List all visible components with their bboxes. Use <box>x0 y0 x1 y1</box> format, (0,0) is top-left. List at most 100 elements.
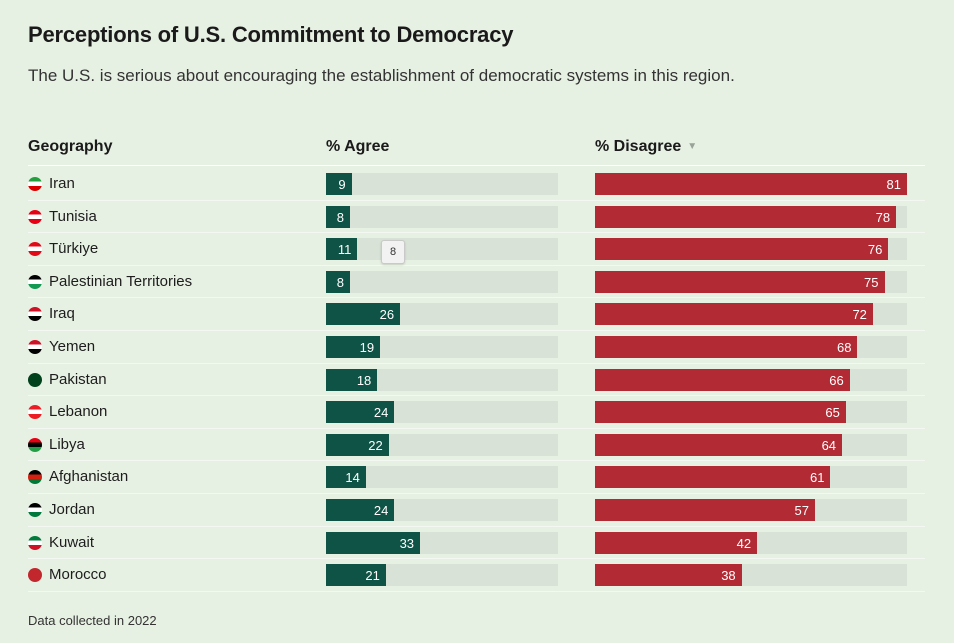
agree-value-label: 26 <box>379 307 395 323</box>
agree-track: 8 <box>326 270 558 293</box>
agree-track: 9 <box>326 173 558 195</box>
disagree-track: 57 <box>595 499 907 521</box>
table-row[interactable]: Yemen 19 68 <box>0 331 954 364</box>
table-row[interactable]: Afghanistan 14 61 <box>0 461 954 494</box>
disagree-bar[interactable]: 68 <box>595 336 858 358</box>
disagree-track: 64 <box>595 433 907 456</box>
row-divider <box>28 232 925 234</box>
country-label: Libya <box>49 435 85 453</box>
table-row[interactable]: Jordan 24 57 <box>0 494 954 527</box>
agree-bar[interactable]: 26 <box>326 303 401 326</box>
table-row[interactable]: Pakistan 18 66 <box>0 364 954 397</box>
hover-tooltip: 8 <box>381 240 405 264</box>
agree-bar[interactable]: 9 <box>326 173 352 195</box>
disagree-track: 68 <box>595 336 907 358</box>
disagree-track: 65 <box>595 401 907 424</box>
disagree-value-label: 64 <box>821 437 837 453</box>
header-divider <box>28 165 925 166</box>
disagree-value-label: 57 <box>794 503 810 518</box>
pakistan-flag-icon <box>28 372 42 387</box>
disagree-bar[interactable]: 57 <box>595 499 816 521</box>
table-row[interactable]: Iraq 26 72 <box>0 298 954 331</box>
row-divider <box>28 362 925 364</box>
table-row[interactable]: Tunisia 8 78 <box>0 201 954 234</box>
agree-bar[interactable]: 8 <box>326 205 350 228</box>
disagree-track: 72 <box>595 303 907 326</box>
sort-descending-icon[interactable]: ▼ <box>687 141 698 153</box>
disagree-value-label: 38 <box>721 568 736 584</box>
agree-track: 18 <box>326 368 558 391</box>
table-row[interactable]: Palestinian Territories 8 75 <box>0 266 954 299</box>
agree-bar[interactable]: 33 <box>326 531 421 554</box>
agree-value-label: 33 <box>399 535 415 551</box>
table-row[interactable]: Iran 9 81 <box>0 168 954 201</box>
disagree-bar[interactable]: 65 <box>595 401 846 424</box>
disagree-value-label: 65 <box>825 405 840 421</box>
disagree-bar[interactable]: 38 <box>595 564 742 587</box>
table-row[interactable]: Morocco 21 38 <box>0 559 954 592</box>
agree-track: 14 <box>326 466 558 489</box>
table-row[interactable]: Libya 22 64 <box>0 429 954 462</box>
agree-value-label: 11 <box>337 242 352 258</box>
table-row[interactable]: Türkiye 11 76 <box>0 233 954 266</box>
disagree-value-label: 42 <box>736 535 752 551</box>
agree-value-label: 24 <box>373 503 389 518</box>
disagree-bar[interactable]: 72 <box>595 303 873 326</box>
agree-track: 21 <box>326 564 558 587</box>
disagree-bar[interactable]: 81 <box>595 173 907 195</box>
row-divider <box>28 329 925 331</box>
agree-value-label: 14 <box>345 470 360 486</box>
row-divider <box>28 199 925 201</box>
agree-bar[interactable]: 14 <box>326 466 366 489</box>
geography-column-header[interactable]: Geography <box>28 138 113 155</box>
kuwait-flag-icon <box>28 535 42 550</box>
agree-bar[interactable]: 19 <box>326 336 381 358</box>
agree-value-label: 19 <box>359 340 375 355</box>
country-label: Iran <box>49 175 75 192</box>
agree-bar[interactable]: 8 <box>326 270 350 293</box>
country-label: Morocco <box>49 566 107 584</box>
iran-flag-icon <box>28 177 42 191</box>
disagree-bar[interactable]: 61 <box>595 466 831 489</box>
country-label: Yemen <box>49 338 96 355</box>
row-divider <box>28 460 925 462</box>
disagree-track: 38 <box>595 564 907 587</box>
agree-bar[interactable]: 21 <box>326 564 386 587</box>
row-divider <box>28 395 925 397</box>
agree-value-label: 22 <box>368 437 383 453</box>
agree-track: 33 <box>326 531 558 554</box>
agree-value-label: 9 <box>338 177 346 192</box>
disagree-column-header[interactable]: % Disagree ▼ <box>595 138 697 156</box>
agree-track: 24 <box>326 499 558 521</box>
disagree-track: 66 <box>595 368 907 391</box>
disagree-bar[interactable]: 42 <box>595 531 758 554</box>
agree-column-header[interactable]: % Agree <box>326 138 390 155</box>
libya-flag-icon <box>28 437 42 452</box>
table-row[interactable]: Lebanon 24 65 <box>0 396 954 429</box>
agree-bar[interactable]: 22 <box>326 433 389 456</box>
chart-subtitle: The U.S. is serious about encouraging th… <box>28 66 735 85</box>
country-label: Palestinian Territories <box>49 272 193 290</box>
disagree-bar[interactable]: 75 <box>595 270 885 293</box>
table-row[interactable]: Kuwait 33 42 <box>0 527 954 560</box>
agree-bar[interactable]: 18 <box>326 368 378 391</box>
chart-title: Perceptions of U.S. Commitment to Democr… <box>28 22 514 47</box>
agree-bar[interactable]: 24 <box>326 499 395 521</box>
agree-value-label: 24 <box>373 405 389 421</box>
country-label: Kuwait <box>49 533 95 551</box>
disagree-value-label: 68 <box>837 340 852 355</box>
disagree-bar[interactable]: 66 <box>595 368 850 391</box>
disagree-bar[interactable]: 64 <box>595 433 843 456</box>
agree-track: 19 <box>326 336 558 358</box>
disagree-track: 42 <box>595 531 907 554</box>
disagree-value-label: 72 <box>852 307 867 323</box>
disagree-value-label: 76 <box>867 242 883 258</box>
disagree-value-label: 61 <box>809 470 825 486</box>
agree-bar[interactable]: 24 <box>326 401 395 424</box>
agree-bar[interactable]: 11 <box>326 238 358 261</box>
disagree-track: 78 <box>595 205 907 228</box>
disagree-bar[interactable]: 78 <box>595 205 897 228</box>
disagree-value-label: 66 <box>829 372 844 388</box>
disagree-bar[interactable]: 76 <box>595 238 889 261</box>
row-divider <box>28 590 925 592</box>
